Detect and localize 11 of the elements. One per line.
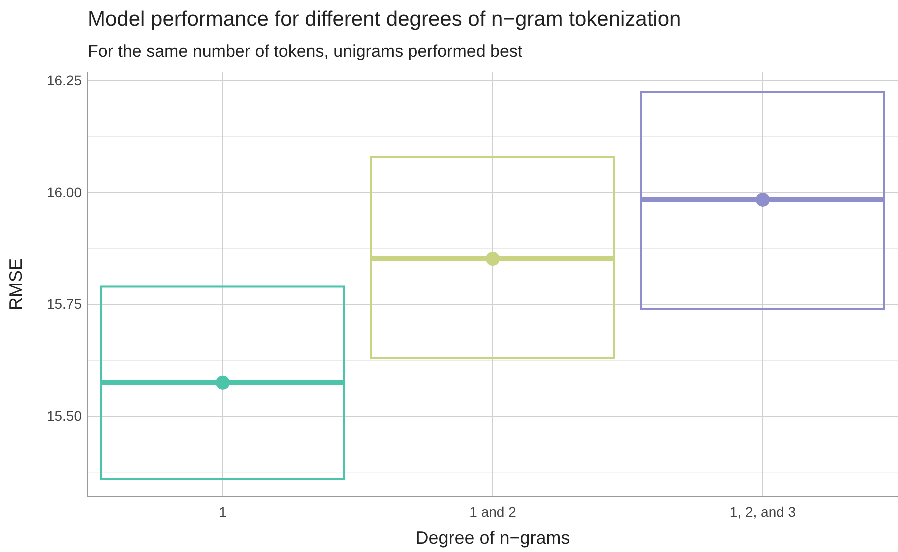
chart-subtitle: For the same number of tokens, unigrams performed best [88, 42, 523, 61]
chart-title: Model performance for different degrees of n−gram tokenization [88, 8, 682, 31]
y-tick-label: 15.50 [46, 408, 82, 424]
x-tick-label: 1 and 2 [470, 504, 517, 520]
x-axis-title: Degree of n−grams [416, 528, 570, 548]
y-tick-label: 16.25 [46, 72, 82, 88]
x-tick-label: 1, 2, and 3 [730, 504, 796, 520]
y-tick-label: 15.75 [46, 296, 82, 312]
y-tick-label: 16.00 [46, 184, 82, 200]
y-axis-title: RMSE [6, 258, 26, 311]
x-tick-label: 1 [219, 504, 228, 520]
